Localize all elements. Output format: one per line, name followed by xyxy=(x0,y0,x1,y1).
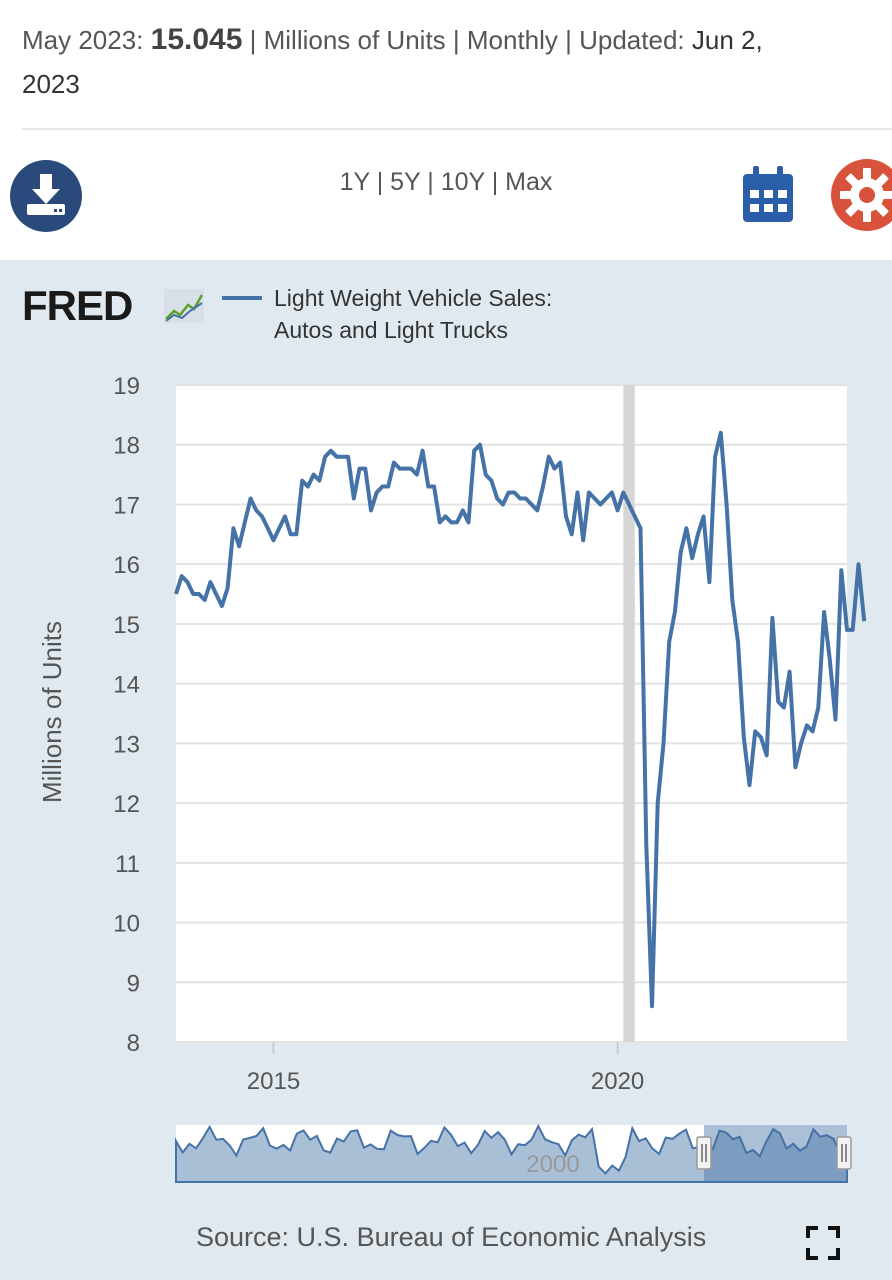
line-chart: 8 9 10 11 12 13 14 15 16 17 18 19 2015 2020 Millions… xyxy=(37,373,867,1183)
legend-label: Light Weight Vehicle Sales: Autos and Li… xyxy=(274,282,634,346)
range-separator: | xyxy=(491,168,499,196)
x-tick-label: 2020 xyxy=(591,1068,644,1095)
y-tick-label: 9 xyxy=(127,970,140,997)
divider xyxy=(22,128,892,130)
fullscreen-icon xyxy=(806,1226,840,1260)
settings-button[interactable] xyxy=(830,158,892,232)
source-note: Source: U.S. Bureau of Economic Analysis xyxy=(196,1222,707,1252)
range-navigator[interactable]: 2000 xyxy=(175,1123,852,1183)
x-tick-label: 2015 xyxy=(247,1068,300,1095)
summary-units: | Millions of Units | Monthly | Updated: xyxy=(249,25,685,55)
range-separator: | xyxy=(427,168,434,196)
y-tick-label: 15 xyxy=(113,612,140,639)
fullscreen-button[interactable] xyxy=(806,1226,840,1260)
date-range-selector: 1Y | 5Y | 10Y | Max xyxy=(0,168,892,197)
download-icon xyxy=(27,174,65,215)
range-max[interactable]: Max xyxy=(505,168,553,196)
plot-area xyxy=(176,385,847,1042)
gear-icon xyxy=(831,159,892,231)
y-tick-label: 13 xyxy=(113,731,140,758)
summary-updated-year: 2023 xyxy=(22,69,80,99)
y-tick-label: 14 xyxy=(113,672,140,699)
y-tick-label: 17 xyxy=(113,492,140,519)
range-5y[interactable]: 5Y xyxy=(390,168,421,196)
chart-panel: FRED Light Weight Vehicle Sales: Autos a… xyxy=(0,260,892,1280)
range-10y[interactable]: 10Y xyxy=(440,168,485,196)
summary-period: May 2023: xyxy=(22,25,144,55)
range-separator: | xyxy=(376,168,384,196)
y-axis-label: Millions of Units xyxy=(37,621,67,803)
y-tick-label: 10 xyxy=(113,911,140,938)
calendar-icon xyxy=(743,166,793,222)
y-tick-label: 8 xyxy=(127,1030,140,1057)
range-1y[interactable]: 1Y xyxy=(339,168,370,196)
series-line xyxy=(174,430,867,1009)
navigator-selection[interactable] xyxy=(704,1125,847,1182)
fred-logo-text: FRED xyxy=(22,285,132,327)
y-tick-label: 11 xyxy=(115,851,140,878)
navigator-year-label: 2000 xyxy=(526,1151,579,1178)
calendar-button[interactable] xyxy=(740,164,796,224)
y-tick-label: 12 xyxy=(113,791,140,818)
legend-line-2: Autos and Light Trucks xyxy=(274,317,508,343)
y-tick-label: 19 xyxy=(113,373,140,400)
toolbar: 1Y | 5Y | 10Y | Max xyxy=(0,140,892,250)
y-tick-label: 16 xyxy=(113,552,140,579)
navigator-series xyxy=(175,1123,848,1183)
summary-value: 15.045 xyxy=(150,23,243,56)
y-tick-label: 18 xyxy=(113,433,140,460)
fred-logo: FRED xyxy=(22,282,207,332)
download-button[interactable] xyxy=(10,160,82,232)
series-summary: May 2023: 15.045 | Millions of Units | M… xyxy=(22,18,872,106)
summary-updated: Jun 2, xyxy=(691,25,763,55)
navigator-handle[interactable] xyxy=(836,1136,852,1170)
recession-band xyxy=(623,385,635,1042)
navigator-handle[interactable] xyxy=(696,1136,712,1170)
legend-swatch xyxy=(222,296,262,300)
legend-line-1: Light Weight Vehicle Sales: xyxy=(274,285,553,311)
